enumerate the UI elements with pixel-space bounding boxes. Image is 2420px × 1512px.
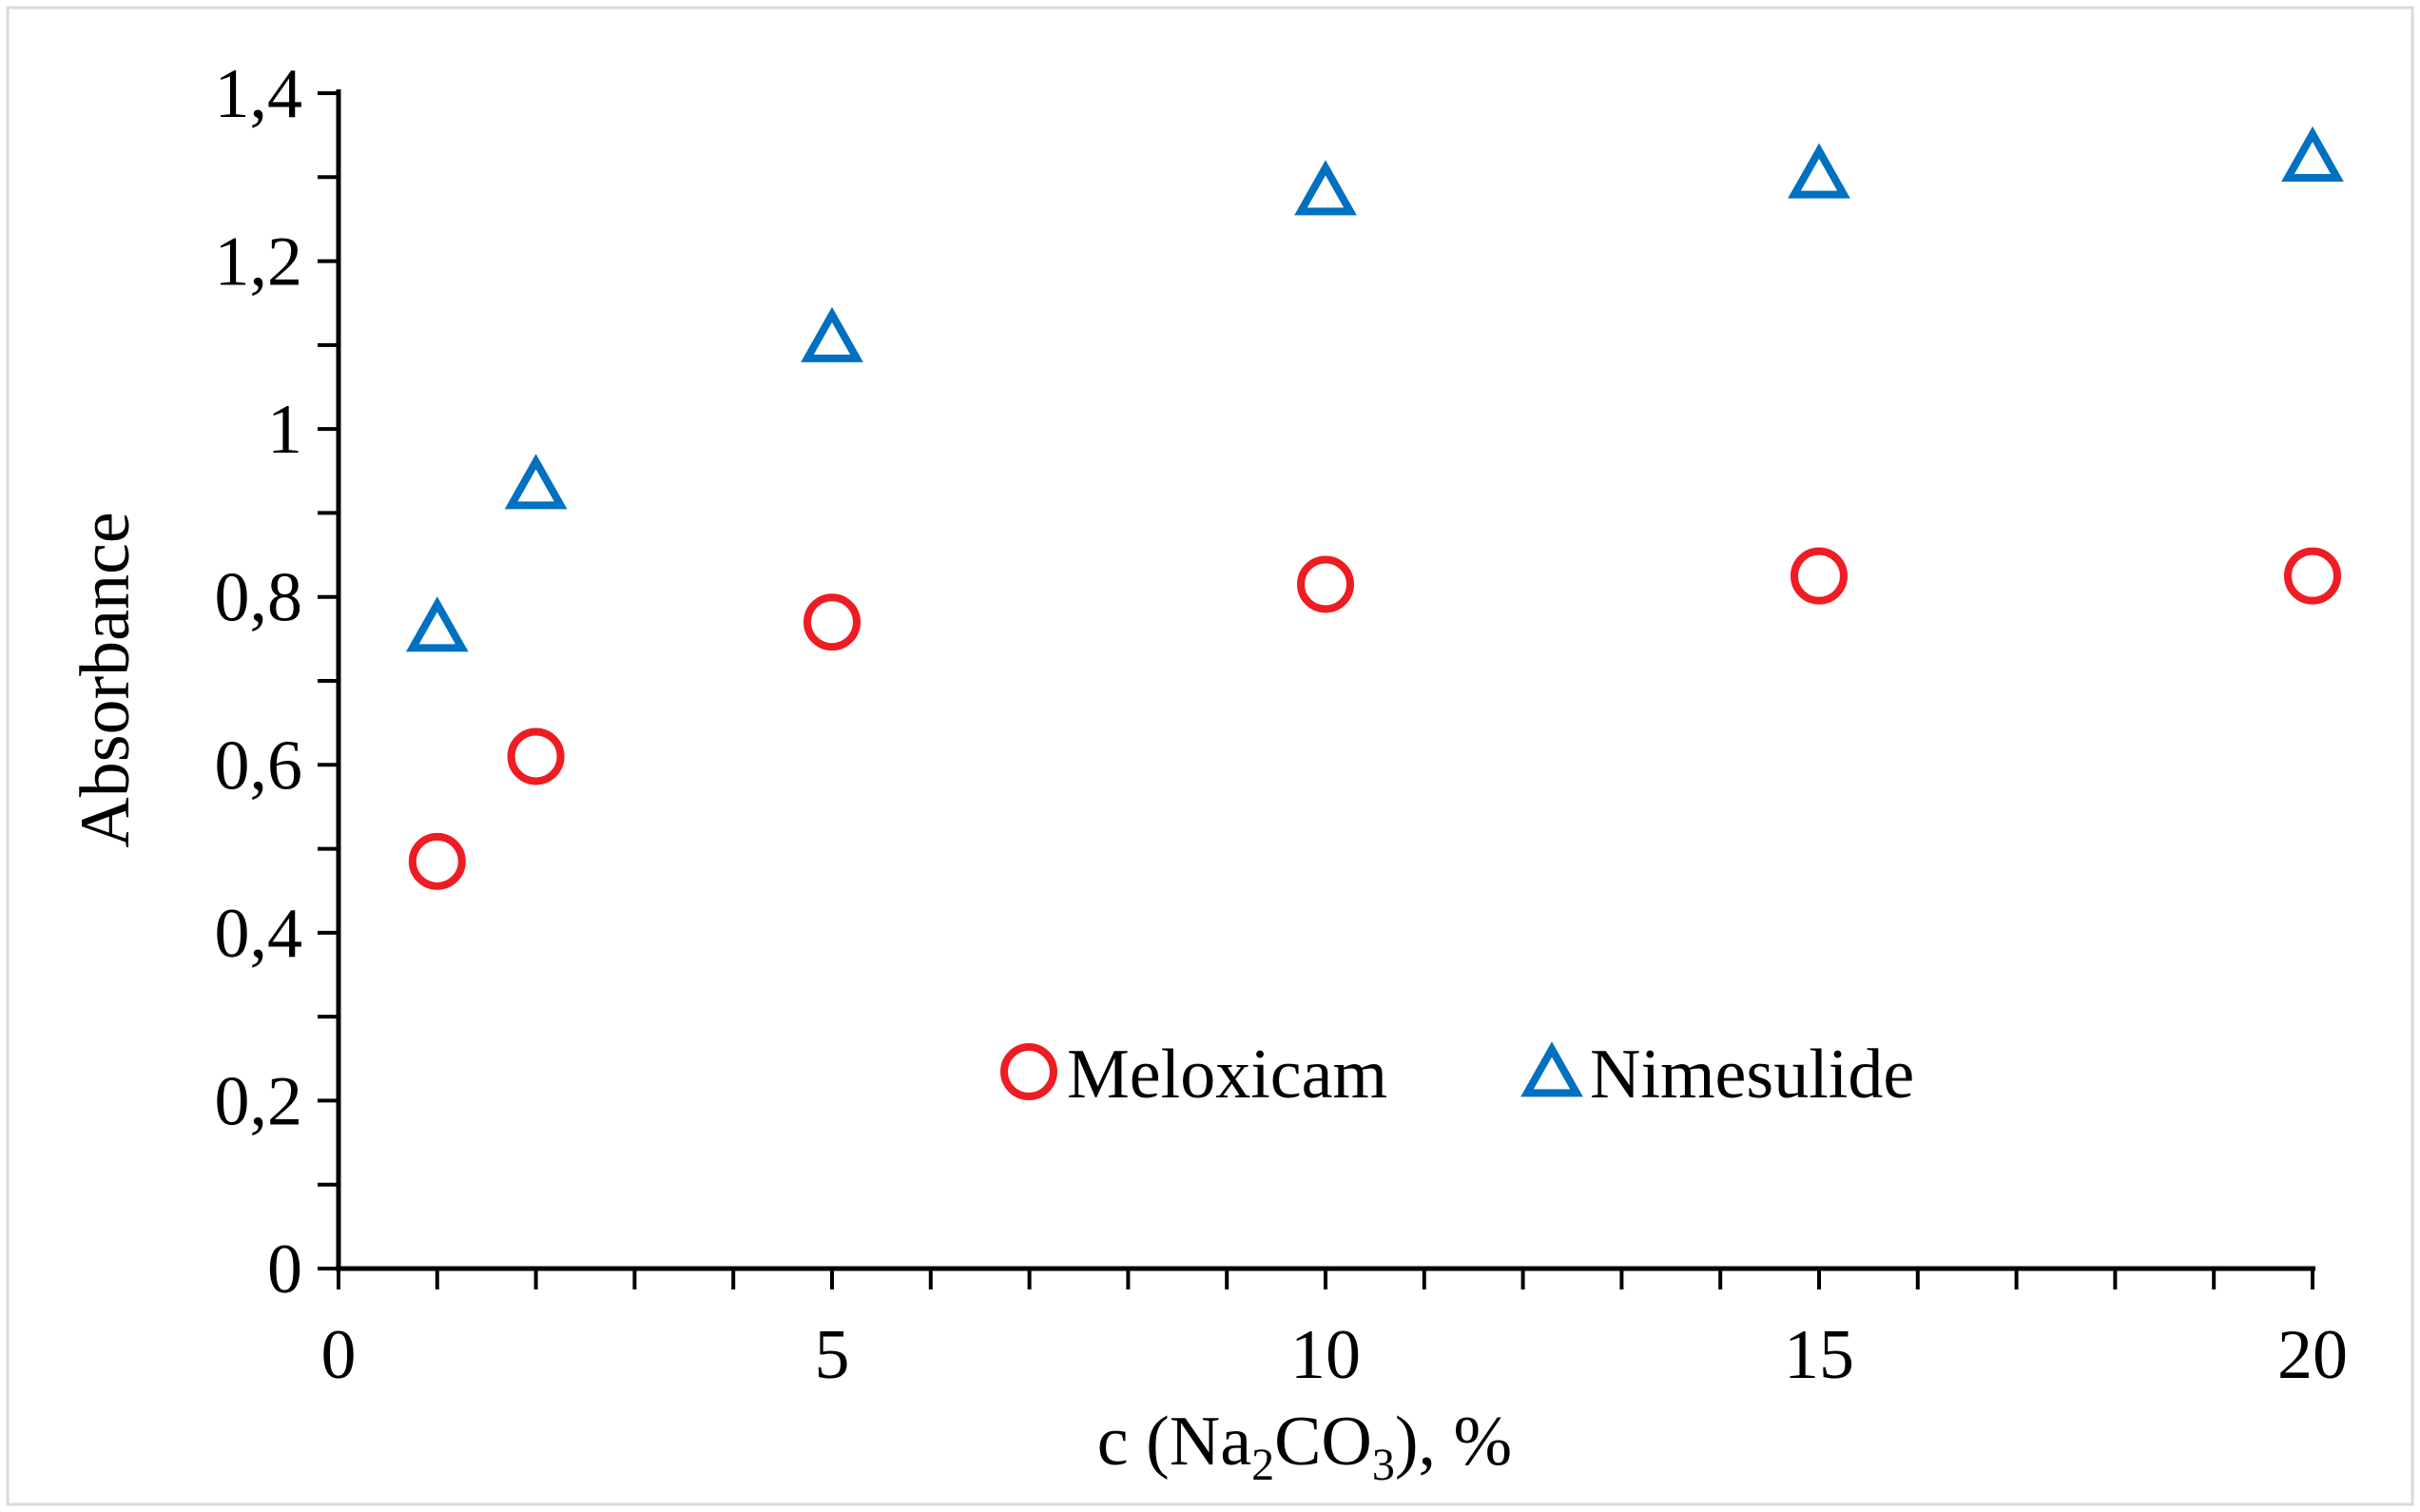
meloxicam-point — [1791, 547, 1848, 605]
ticks: 0 5 10 15 20 0 0,2 0,4 0,6 0,8 1 1,2 1,4 — [215, 55, 2349, 1394]
y-tick-label: 0,4 — [215, 895, 303, 973]
meloxicam-legend-marker — [1000, 1043, 1057, 1100]
meloxicam-point — [1297, 555, 1354, 613]
chart-border — [6, 6, 2414, 1506]
y-tick-label: 0,8 — [215, 559, 303, 637]
meloxicam-point — [2284, 547, 2341, 605]
legend: Meloxicam Nimesulide — [1000, 1036, 1914, 1114]
meloxicam-point — [803, 593, 861, 651]
nimesulide-legend-label: Nimesulide — [1590, 1036, 1914, 1114]
x-tick-label: 0 — [321, 1316, 357, 1394]
x-tick-label: 10 — [1290, 1316, 1361, 1394]
x-axis-title: c (Na2CO3), % — [1097, 1403, 1512, 1490]
meloxicam-point — [408, 832, 466, 890]
nimesulide-point — [405, 596, 469, 652]
nimesulide-point — [504, 454, 568, 510]
x-axis-title-suffix: ), % — [1395, 1403, 1512, 1481]
nimesulide-point — [1788, 143, 1850, 199]
x-axis-title-prefix: c (Na — [1097, 1403, 1251, 1481]
y-tick-label: 1 — [267, 391, 302, 469]
x-axis-title-mid: CO — [1274, 1403, 1372, 1481]
meloxicam-point — [507, 727, 565, 785]
nimesulide-point — [1294, 160, 1357, 216]
x-tick-label: 15 — [1784, 1316, 1854, 1394]
x-axis-title-sub2: 3 — [1372, 1440, 1395, 1490]
x-tick-label: 5 — [815, 1316, 850, 1394]
y-axis-title: Absorbance — [67, 512, 145, 847]
y-tick-label: 0 — [267, 1231, 302, 1308]
y-tick-label: 0,6 — [215, 727, 303, 804]
y-tick-label: 1,2 — [215, 223, 303, 301]
y-tick-label: 0,2 — [215, 1062, 303, 1140]
nimesulide-legend-marker — [1520, 1041, 1583, 1097]
x-tick-label: 20 — [2277, 1316, 2348, 1394]
x-axis-title-sub1: 2 — [1251, 1440, 1274, 1490]
nimesulide-point — [2281, 126, 2344, 183]
y-tick-label: 1,4 — [215, 55, 303, 133]
nimesulide-point — [801, 306, 863, 362]
meloxicam-legend-label: Meloxicam — [1067, 1036, 1387, 1114]
data-marks — [405, 126, 2344, 890]
